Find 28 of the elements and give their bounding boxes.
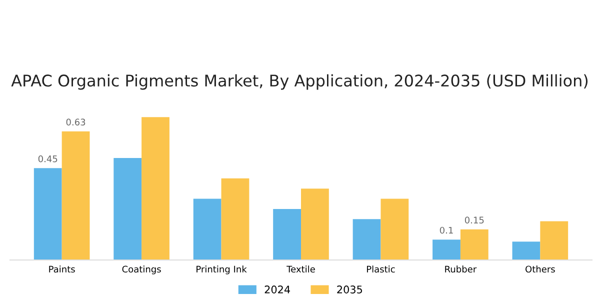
bar — [512, 242, 540, 260]
x-tick-label: Coatings — [122, 266, 161, 274]
data-label: 0.63 — [66, 118, 86, 126]
x-tick-label: Plastic — [367, 266, 395, 273]
x-tick-label: Others — [526, 266, 555, 273]
x-tick-label: Textile — [286, 266, 315, 273]
bar — [221, 178, 250, 260]
bar — [432, 240, 460, 260]
bar — [193, 198, 222, 260]
bar — [273, 208, 301, 260]
legend-label: 2035 — [337, 286, 362, 294]
data-label: 0.1 — [440, 226, 453, 234]
bar — [62, 131, 90, 260]
bar — [114, 158, 142, 260]
bar — [380, 198, 409, 260]
x-tick-label: Rubber — [445, 266, 477, 273]
data-label: 0.15 — [464, 216, 484, 224]
bar — [301, 188, 329, 260]
legend-label: 2024 — [264, 286, 290, 294]
bar — [460, 229, 488, 260]
data-label: 0.45 — [38, 155, 58, 162]
bar — [142, 117, 170, 260]
x-tick-label: Printing Ink — [196, 266, 247, 274]
bar — [352, 219, 381, 260]
bar — [34, 168, 62, 260]
x-tick-label: Paints — [49, 266, 75, 273]
bar — [540, 221, 568, 260]
chart-title: APAC Organic Pigments Market, By Application, 2024-2035 (USD Million) — [11, 74, 588, 90]
